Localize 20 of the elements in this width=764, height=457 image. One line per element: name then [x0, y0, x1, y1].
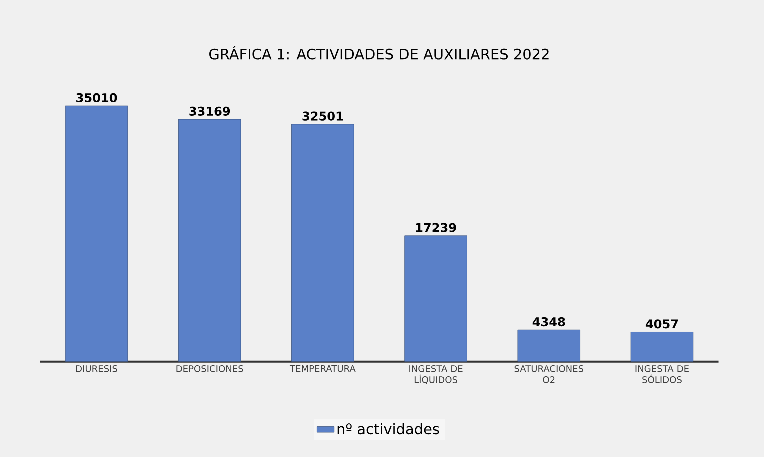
- x-tick-label: TEMPERATURA: [290, 365, 356, 372]
- bar: [178, 119, 242, 362]
- data-label: 4057: [646, 319, 678, 329]
- bar: [404, 236, 468, 362]
- chart-title: GRÁFICA 1: ACTIVIDADES DE AUXILIARES 2022: [210, 46, 549, 60]
- data-label: 35010: [76, 93, 118, 102]
- data-label: 33169: [190, 106, 230, 116]
- data-label: 17239: [416, 223, 456, 232]
- x-tick-label: SATURACIONES O2: [514, 365, 584, 384]
- x-tick-label: INGESTA DE SÓLIDOS: [636, 365, 689, 384]
- x-tick-label: DEPOSICIONES: [176, 365, 244, 372]
- x-tick-label: DIURESIS: [76, 365, 118, 372]
- x-tick-label: INGESTA DE LÍQUIDOS: [410, 365, 463, 384]
- data-label: 4348: [532, 317, 566, 326]
- bar: [65, 106, 128, 362]
- bar: [630, 332, 694, 362]
- bar: [292, 124, 354, 362]
- data-label: 32501: [302, 112, 344, 121]
- bar: [518, 330, 580, 362]
- legend-label: nº actividades: [338, 423, 440, 434]
